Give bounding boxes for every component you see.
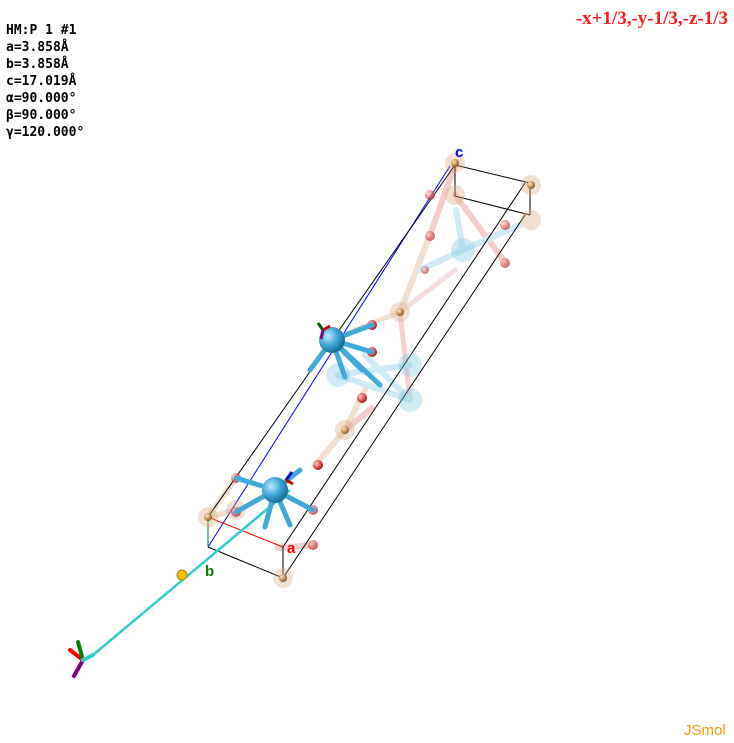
cell-gamma-angle: γ=120.000°: [6, 125, 85, 140]
cation-atom-lower[interactable]: [233, 467, 316, 530]
orientation-axes-icon: [68, 640, 95, 678]
symmetry-operation-label: -x+1/3,-y-1/3,-z-1/3: [575, 8, 728, 29]
jsmol-watermark[interactable]: JSmol: [684, 722, 726, 739]
ghost-bonds: [205, 162, 523, 551]
metal-atoms: [204, 159, 535, 582]
axis-b-label: b: [205, 563, 215, 580]
axis-c-label: c: [455, 144, 464, 161]
cell-b-length: b=3.858Å: [6, 57, 69, 72]
symmetry-line: [92, 489, 291, 656]
space-group-label: HM:P 1 #1: [6, 23, 77, 38]
axis-a-label: a: [287, 540, 296, 557]
cell-alpha-angle: α=90.000°: [6, 91, 77, 106]
cell-a-length: a=3.858Å: [6, 40, 69, 55]
cell-beta-angle: β=90.000°: [6, 108, 77, 123]
unit-cell-info: HM:P 1 #1 a=3.858Å b=3.858Å c=17.019Å α=…: [6, 22, 84, 141]
unit-cell-box: [207, 164, 531, 579]
cell-c-length: c=17.019Å: [6, 74, 77, 89]
cation-atom-upper[interactable]: [307, 322, 383, 388]
